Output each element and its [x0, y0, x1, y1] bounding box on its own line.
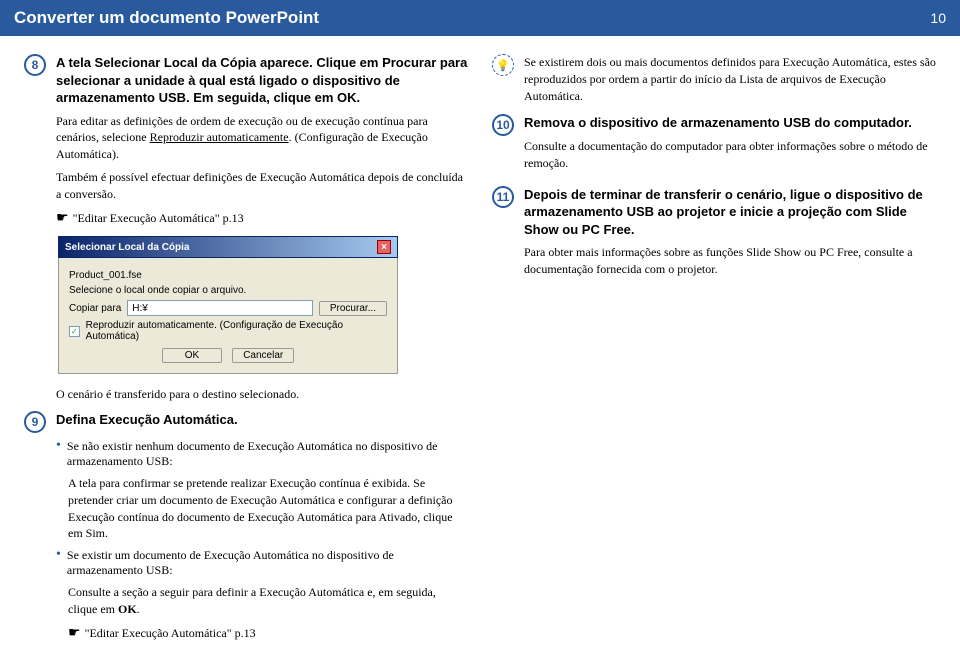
content-area: 8 A tela Selecionar Local da Cópia apare…	[0, 36, 960, 659]
browse-button[interactable]: Procurar...	[319, 301, 387, 316]
tip-block: 💡 Se existirem dois ou mais documentos d…	[492, 54, 936, 104]
tip-text: Se existirem dois ou mais documentos def…	[524, 54, 936, 104]
path-input[interactable]: H:¥	[127, 300, 313, 316]
step-9-p2b: OK	[118, 602, 137, 616]
step-9-bullet1: • Se não existir nenhum documento de Exe…	[56, 439, 468, 469]
lightbulb-icon: 💡	[492, 54, 514, 76]
bullet-icon: •	[56, 439, 61, 469]
dialog-titlebar: Selecionar Local da Cópia ×	[58, 236, 398, 258]
dialog-title: Selecionar Local da Cópia	[65, 242, 189, 253]
step-8-ref: ☛ "Editar Execução Automática" p.13	[56, 209, 468, 229]
step-9-title: Defina Execução Automática.	[56, 411, 468, 429]
step-9-number: 9	[24, 411, 46, 433]
after-dialog-text: O cenário é transferido para o destino s…	[56, 386, 468, 403]
step-10-number: 10	[492, 114, 514, 136]
step-9-p1: A tela para confirmar se pretende realiz…	[68, 475, 468, 542]
step-9-bullet2: • Se existir um documento de Execução Au…	[56, 548, 468, 578]
step-9-p2c: .	[137, 602, 140, 616]
step-10-title: Remova o dispositivo de armazenamento US…	[524, 114, 936, 132]
step-11-title: Depois de terminar de transferir o cenár…	[524, 186, 936, 239]
step-8-title: A tela Selecionar Local da Cópia aparece…	[56, 54, 468, 107]
header-title: Converter um documento PowerPoint	[14, 8, 319, 28]
step-11: 11 Depois de terminar de transferir o ce…	[492, 186, 936, 284]
step-10: 10 Remova o dispositivo de armazenamento…	[492, 114, 936, 177]
copy-location-dialog: Selecionar Local da Cópia × Product_001.…	[58, 236, 398, 374]
step-10-para: Consulte a documentação do computador pa…	[524, 138, 936, 172]
step-9-b2: Se existir um documento de Execução Auto…	[67, 548, 468, 578]
page-number: 10	[930, 10, 946, 26]
bullet-icon: •	[56, 548, 61, 578]
step-8-para2: Também é possível efectuar definições de…	[56, 169, 468, 203]
pointer-icon: ☛	[68, 624, 81, 644]
step-8-para1: Para editar as definições de ordem de ex…	[56, 113, 468, 163]
step-11-number: 11	[492, 186, 514, 208]
page-header: Converter um documento PowerPoint 10	[0, 0, 960, 36]
cancel-button[interactable]: Cancelar	[232, 348, 294, 363]
step-8: 8 A tela Selecionar Local da Cópia apare…	[24, 54, 468, 107]
step-9-ref: ☛ "Editar Execução Automática" p.13	[68, 624, 468, 644]
step-8-number: 8	[24, 54, 46, 76]
autorun-checkbox[interactable]: ✓	[69, 326, 80, 337]
dialog-prompt: Selecione o local onde copiar o arquivo.	[69, 285, 246, 296]
dialog-body: Product_001.fse Selecione o local onde c…	[58, 258, 398, 374]
step-8-ref-link[interactable]: "Editar Execução Automática" p.13	[73, 210, 244, 227]
pointer-icon: ☛	[56, 209, 69, 229]
left-column: 8 A tela Selecionar Local da Cópia apare…	[24, 54, 468, 649]
step-9-b1: Se não existir nenhum documento de Execu…	[67, 439, 468, 469]
autorun-check-label: Reproduzir automaticamente. (Configuraçã…	[86, 320, 387, 342]
step-9-p2: Consulte a seção a seguir para definir a…	[68, 584, 468, 618]
right-column: 💡 Se existirem dois ou mais documentos d…	[492, 54, 936, 649]
step-11-para: Para obter mais informações sobre as fun…	[524, 244, 936, 278]
ok-button[interactable]: OK	[162, 348, 222, 363]
step-9: 9 Defina Execução Automática.	[24, 411, 468, 433]
step-8-p1u: Reproduzir automaticamente	[150, 130, 289, 144]
dialog-filename: Product_001.fse	[69, 270, 142, 281]
step-9-ref-link[interactable]: "Editar Execução Automática" p.13	[85, 625, 256, 642]
copy-to-label: Copiar para	[69, 303, 121, 314]
close-icon[interactable]: ×	[377, 240, 391, 254]
